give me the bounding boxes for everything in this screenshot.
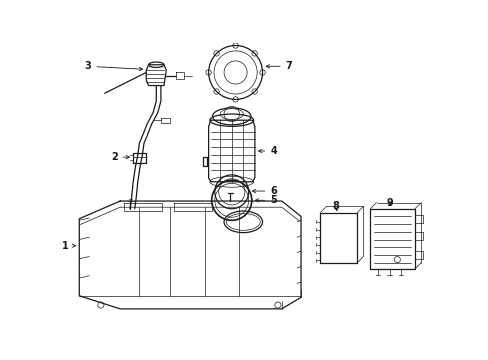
Text: 6: 6 [252,186,276,196]
Text: 8: 8 [331,202,339,211]
Text: 5: 5 [255,195,276,205]
Text: 4: 4 [258,146,276,156]
Text: 3: 3 [85,61,142,71]
Text: 9: 9 [386,198,392,208]
Text: 7: 7 [265,61,292,71]
Text: 1: 1 [61,241,76,251]
Text: 2: 2 [111,152,129,162]
